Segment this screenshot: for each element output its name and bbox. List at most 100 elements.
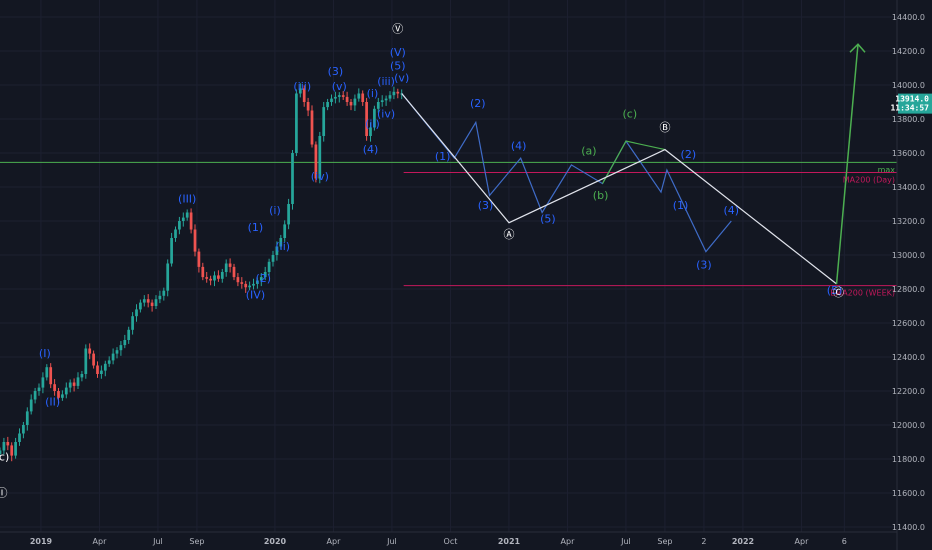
price-tick-label: 14000.0	[892, 81, 925, 90]
wave-label: (a)	[581, 145, 596, 158]
wave-label: (b)	[593, 189, 609, 202]
wave-label: (II)	[45, 395, 60, 408]
candle-body	[57, 391, 60, 398]
candle-body	[240, 282, 244, 284]
time-tick-label: 6	[842, 537, 847, 546]
candle-body	[96, 365, 99, 374]
current-price-box	[898, 93, 932, 114]
wave-label: (v)	[332, 80, 347, 93]
candle-body	[267, 261, 271, 272]
wave-label: Ⓘ	[0, 486, 7, 499]
wave-projections	[401, 43, 866, 285]
candle-body	[72, 382, 76, 386]
candle-body	[111, 353, 115, 361]
candle-body	[376, 102, 380, 109]
candle-body	[279, 238, 283, 247]
price-tick-label: 12000.0	[892, 421, 925, 430]
candle-body	[357, 93, 361, 99]
candle-body	[178, 221, 181, 230]
wave-label: (4)	[511, 140, 527, 153]
candle-body	[61, 394, 64, 398]
candle-body	[322, 107, 326, 136]
wave-label: (IV)	[246, 288, 265, 301]
projection-blue	[401, 93, 732, 253]
candle-body	[37, 387, 41, 391]
candle-body	[220, 272, 224, 279]
wave-label: (iii)	[293, 80, 311, 93]
candle-body	[170, 238, 173, 264]
candle-body	[181, 217, 185, 221]
price-tick-label: 13800.0	[892, 115, 925, 124]
candle-body	[334, 96, 337, 99]
wave-label: (ii)	[365, 118, 380, 131]
wave-label: (5)	[827, 284, 843, 297]
candle-body	[396, 91, 400, 94]
candle-body	[107, 360, 111, 364]
wave-label: (2)	[470, 97, 486, 110]
wave-label: (I)	[39, 347, 51, 360]
candle-body	[100, 370, 103, 374]
candle-body	[10, 445, 14, 456]
candle-body	[84, 348, 88, 374]
time-tick-label: Jul	[152, 537, 163, 546]
candle-body	[139, 302, 142, 310]
horizontal-levels: max MA200 (Day) EMA200 (WEEK)	[0, 161, 897, 298]
price-tick-label: 11800.0	[892, 455, 925, 464]
time-tick-label: Apr	[561, 537, 576, 546]
time-tick-label: Apr	[327, 537, 342, 546]
candle-body	[64, 387, 68, 395]
current-price-value: 13914.0	[895, 95, 929, 104]
candle-body	[302, 88, 306, 102]
candle-body	[45, 367, 49, 378]
current-price-time: 11:34:57	[890, 104, 929, 113]
candle-body	[217, 275, 220, 279]
candle-body	[337, 95, 341, 97]
price-tick-label: 12600.0	[892, 319, 925, 328]
wave-label: (3)	[696, 259, 712, 272]
price-axis[interactable]: 11400.0 11600.0 11800.0 12000.0 12200.0 12400…	[892, 13, 925, 532]
candle-body	[295, 93, 298, 153]
wave-label: (III)	[178, 192, 196, 205]
candle-body	[373, 108, 376, 128]
time-tick-label: Jul	[620, 537, 631, 546]
candle-body	[174, 229, 177, 238]
candle-body	[193, 229, 197, 252]
wave-labels: (c)Ⓘ(I)(II)(III)(IV)(1)(2)(i)(ii)(iii)(i…	[0, 22, 844, 499]
candle-body	[49, 367, 53, 385]
candle-body	[29, 399, 33, 412]
candle-body	[349, 102, 353, 106]
wave-label: (1)	[673, 199, 689, 212]
candle-body	[142, 299, 146, 303]
price-tick-label: 13400.0	[892, 183, 925, 192]
wave-label: (i)	[367, 87, 379, 100]
candle-body	[369, 127, 372, 136]
candle-body	[68, 382, 72, 388]
candle-body	[224, 263, 228, 272]
wave-label: (5)	[540, 213, 556, 226]
wave-label: (iii)	[377, 75, 395, 88]
candle-body	[318, 136, 322, 179]
wave-label: (4)	[363, 143, 379, 156]
wave-label: Ⓐ	[503, 228, 514, 241]
wave-label: (V)	[390, 46, 406, 59]
level-label: EMA200 (WEEK)	[830, 289, 895, 298]
candle-body	[131, 316, 134, 330]
candle-body	[298, 88, 302, 94]
candle-body	[256, 280, 259, 284]
projection-up-arrow	[835, 44, 859, 284]
candle-body	[380, 100, 384, 102]
wave-label: Ⓥ	[392, 22, 403, 35]
time-tick-label: Sep	[189, 537, 204, 546]
candle-body	[314, 144, 318, 179]
candle-body	[326, 102, 329, 108]
candle-body	[232, 266, 236, 278]
candle-body	[259, 277, 263, 281]
candle-body	[345, 96, 349, 102]
time-axis[interactable]: 2019 Apr Jul Sep 2020 Apr Jul Oct 2021 Apr Jul Sep 2…	[30, 537, 847, 546]
candle-body	[119, 345, 123, 351]
wave-label: Ⓑ	[659, 121, 670, 134]
candle-body	[205, 277, 209, 279]
wave-label: (1)	[248, 221, 264, 234]
